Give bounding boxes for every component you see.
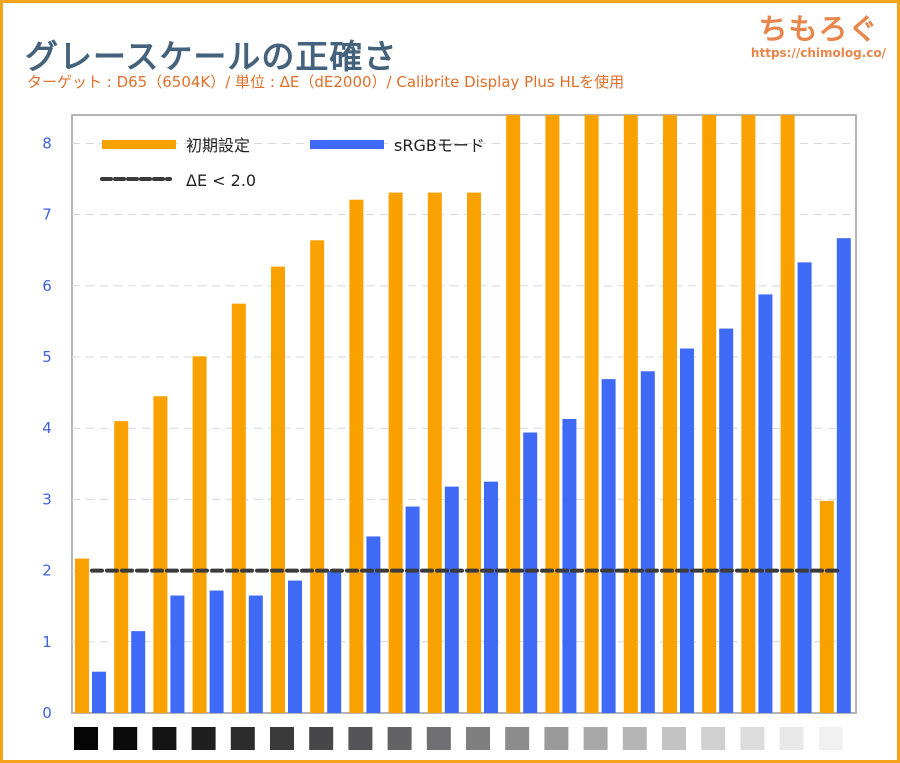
y-tick-label: 7 <box>42 206 52 224</box>
bar-default <box>702 115 717 713</box>
legend-label-default: 初期設定 <box>186 136 250 155</box>
gray-swatch <box>740 727 765 750</box>
bar-srgb <box>758 294 773 713</box>
bar-default <box>114 421 129 713</box>
logo-url: https://chimolog.co/ <box>750 46 886 60</box>
bar-srgb <box>170 595 185 713</box>
gray-swatch <box>74 727 98 750</box>
gray-swatch <box>230 727 255 750</box>
bar-default <box>153 396 168 713</box>
bar-default <box>663 115 677 713</box>
bar-srgb <box>288 580 302 713</box>
site-logo: ちもろぐ https://chimolog.co/ <box>751 6 886 60</box>
bar-srgb <box>562 418 577 713</box>
y-tick-label: 1 <box>42 633 52 651</box>
chart-subtitle: ターゲット : D65（6504K）/ 単位 : ΔE（dE2000）/ Cal… <box>27 73 625 91</box>
bar-default <box>545 115 560 713</box>
bar-default <box>623 115 638 713</box>
bar-srgb <box>444 486 459 713</box>
legend-swatch-srgb <box>310 140 384 149</box>
bar-srgb <box>248 595 263 713</box>
bar-srgb <box>601 379 616 713</box>
bar-default <box>506 115 521 713</box>
legend-swatch-default <box>102 140 176 149</box>
gray-swatch <box>701 727 726 750</box>
bar-default <box>741 115 756 713</box>
bar-default <box>388 192 403 713</box>
bar-srgb <box>92 671 106 713</box>
gray-swatch <box>818 727 843 750</box>
bar-default <box>192 356 207 713</box>
gray-swatch <box>152 727 177 750</box>
bar-srgb <box>836 238 851 713</box>
gray-swatch <box>466 727 490 750</box>
y-tick-label: 4 <box>42 419 52 437</box>
logo-name: ちもろぐ <box>758 12 879 46</box>
bar-default <box>231 303 246 713</box>
bar-default <box>349 199 364 713</box>
bar-srgb <box>327 570 342 713</box>
bar-srgb <box>680 348 694 713</box>
bar-default <box>584 115 599 713</box>
bar-default <box>271 266 285 713</box>
gray-swatch <box>270 727 294 750</box>
bar-srgb <box>366 536 381 713</box>
gray-swatch <box>544 727 569 750</box>
gray-swatch <box>583 727 608 750</box>
gray-swatch <box>348 727 373 750</box>
gray-swatch <box>387 727 412 750</box>
plot-border <box>71 114 857 714</box>
y-tick-label: 3 <box>42 490 52 508</box>
legend-label-threshold: ΔE < 2.0 <box>186 171 256 190</box>
y-tick-label: 6 <box>42 277 52 295</box>
gray-swatch <box>622 727 647 750</box>
bar-default <box>819 500 834 713</box>
chart-title: グレースケールの正確さ <box>25 37 398 76</box>
bar-srgb <box>523 432 538 713</box>
bar-default <box>310 240 325 714</box>
bar-srgb <box>484 481 498 713</box>
bar-default <box>427 192 442 713</box>
gray-swatch <box>309 727 334 750</box>
gray-swatch <box>505 727 530 750</box>
y-tick-label: 2 <box>42 562 52 580</box>
bar-default <box>780 115 795 713</box>
bar-srgb <box>209 590 224 713</box>
gray-swatch <box>662 727 686 750</box>
bar-srgb <box>131 631 146 713</box>
bar-default <box>75 558 89 713</box>
gray-swatch <box>779 727 804 750</box>
bar-srgb <box>719 328 734 713</box>
y-tick-label: 5 <box>42 348 52 366</box>
bar-srgb <box>640 371 655 713</box>
gray-swatch <box>191 727 216 750</box>
bar-srgb <box>797 262 812 713</box>
y-tick-label: 0 <box>42 704 52 722</box>
gray-swatch <box>113 727 138 750</box>
y-tick-label: 8 <box>42 134 52 152</box>
bar-default <box>467 192 481 713</box>
legend-label-srgb: sRGBモード <box>394 136 485 155</box>
gray-swatch <box>426 727 451 750</box>
bar-srgb <box>405 506 420 713</box>
